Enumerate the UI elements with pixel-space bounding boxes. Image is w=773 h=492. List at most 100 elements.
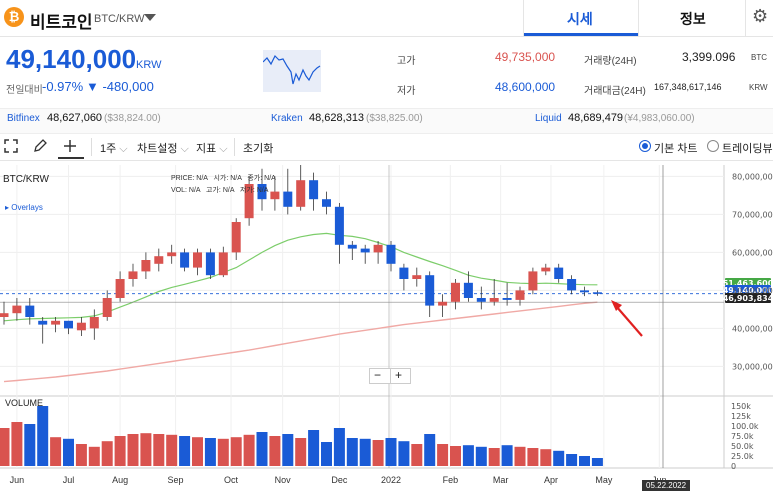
candle-body xyxy=(567,279,577,291)
tab-info[interactable]: 정보 xyxy=(680,11,706,27)
turnover-value: 167,348,617,146 xyxy=(654,82,722,92)
volume-bar xyxy=(566,454,578,466)
candle-body xyxy=(322,199,331,207)
candle-body xyxy=(89,317,99,329)
volume-bar xyxy=(256,432,268,466)
volume-bar xyxy=(217,438,229,466)
zoom-in-button[interactable]: + xyxy=(395,368,403,382)
volume-bar xyxy=(37,406,49,466)
price-info-row: PRICE: N/A 시가: N/A 종가: N/A xyxy=(171,173,276,185)
volume-bar xyxy=(321,442,332,466)
candle-body xyxy=(386,244,396,264)
tool-active-indicator xyxy=(58,157,84,159)
exchange-value: 48,689,479 xyxy=(568,112,624,124)
volume-bar xyxy=(333,428,345,466)
candle-body xyxy=(541,267,551,272)
chevron-down-icon: ⌵ xyxy=(116,143,128,155)
volume-bar xyxy=(75,444,87,466)
x-tick-label: Nov xyxy=(275,475,292,485)
tradingview-label[interactable]: 트레이딩뷰 xyxy=(722,143,773,155)
volume-bar xyxy=(204,438,216,466)
exchange-usd: ($38,824.00) xyxy=(104,113,161,124)
divider xyxy=(523,0,524,36)
x-tick-label: Jun xyxy=(10,475,25,485)
exchange-name[interactable]: Kraken xyxy=(271,113,303,124)
y-tick-label: 40,000,000 xyxy=(732,324,773,333)
candle-body xyxy=(257,184,267,200)
volume-bar xyxy=(462,445,474,466)
volume-tick-label: 150k xyxy=(731,402,751,411)
vol-info-label: VOL: xyxy=(171,187,187,194)
vol-info-row: VOL: N/A 고가: N/A 저가: N/A xyxy=(171,185,276,197)
candle-body xyxy=(347,244,357,249)
volume-bar xyxy=(488,448,500,466)
x-tick-label: Apr xyxy=(544,475,558,485)
crosshair-icon[interactable] xyxy=(63,139,77,153)
candle-body xyxy=(180,252,190,268)
divider xyxy=(91,138,92,156)
gear-icon[interactable]: ⚙ xyxy=(752,6,769,26)
volume-tick-label: 100.0k xyxy=(731,422,759,431)
volume-bar xyxy=(398,441,410,466)
x-tick-label: Mar xyxy=(493,475,509,485)
chart-settings-button[interactable]: 차트설정 ⌵ xyxy=(137,140,189,156)
chart-toolbar xyxy=(0,134,773,161)
volume-bar xyxy=(153,434,165,466)
divider xyxy=(234,138,235,156)
turnover-unit: KRW xyxy=(749,83,768,92)
volume-bar xyxy=(269,436,281,466)
volume-bar xyxy=(127,434,139,466)
volume-bar xyxy=(192,437,203,466)
x-tick-label: Sep xyxy=(168,475,184,485)
volume-bar xyxy=(437,444,449,466)
turnover-label: 거래대금(24H) xyxy=(584,86,646,97)
basic-chart-radio[interactable] xyxy=(639,140,651,152)
exchange-name[interactable]: Bitfinex xyxy=(7,113,40,124)
change-label: 전일대비 xyxy=(6,85,43,96)
volume-bar xyxy=(591,458,603,466)
basic-chart-label[interactable]: 기본 차트 xyxy=(654,143,698,155)
fullscreen-icon[interactable] xyxy=(4,139,18,153)
tradingview-radio[interactable] xyxy=(707,140,719,152)
candle-body xyxy=(102,298,112,317)
zoom-out-button[interactable]: − xyxy=(374,368,382,382)
volume-bar xyxy=(385,438,397,466)
close-info-label: 종가: xyxy=(247,175,263,182)
pencil-icon[interactable] xyxy=(33,139,47,153)
x-tick-label: Oct xyxy=(224,475,239,485)
chart-grid xyxy=(0,165,773,469)
high-info-label: 고가: xyxy=(206,187,221,194)
candle-body xyxy=(515,290,525,300)
candle-body xyxy=(64,320,73,329)
period-label: 1주 xyxy=(100,143,117,155)
volume-title: VOLUME xyxy=(5,398,44,408)
exchange-usd: ($38,825.00) xyxy=(366,113,423,124)
volume-bar xyxy=(166,434,178,466)
volume-bar xyxy=(359,438,371,466)
open-info-label: 시가: xyxy=(213,175,229,182)
current-price: 49,140,000 xyxy=(6,44,137,74)
chevron-down-icon[interactable] xyxy=(144,14,156,21)
candle-body xyxy=(244,184,254,219)
overlays-toggle[interactable]: ▸ Overlays xyxy=(5,203,43,212)
candle-body xyxy=(270,191,280,200)
candle-body xyxy=(592,292,602,294)
chart-settings-label: 차트설정 xyxy=(137,143,178,155)
volume-bar xyxy=(475,446,487,466)
volume-bar xyxy=(450,446,461,466)
candle-body xyxy=(193,252,202,268)
volume-tick-label: 75.0k xyxy=(731,432,754,441)
indicators-button[interactable]: 지표 ⌵ xyxy=(196,140,228,156)
tab-quote[interactable]: 시세 xyxy=(567,11,593,27)
reset-button[interactable]: 초기화 xyxy=(243,143,274,155)
volume-bar xyxy=(514,446,526,466)
chart-pair-label: BTC/KRW xyxy=(3,174,49,185)
chevron-down-icon: ⌵ xyxy=(216,143,228,155)
x-tick-label: Feb xyxy=(443,475,459,485)
period-select[interactable]: 1주 ⌵ xyxy=(100,140,128,156)
volume-bar xyxy=(101,441,113,466)
x-tick-label: Dec xyxy=(331,475,348,485)
exchange-name[interactable]: Liquid xyxy=(535,113,562,124)
volume-bars xyxy=(0,406,603,466)
